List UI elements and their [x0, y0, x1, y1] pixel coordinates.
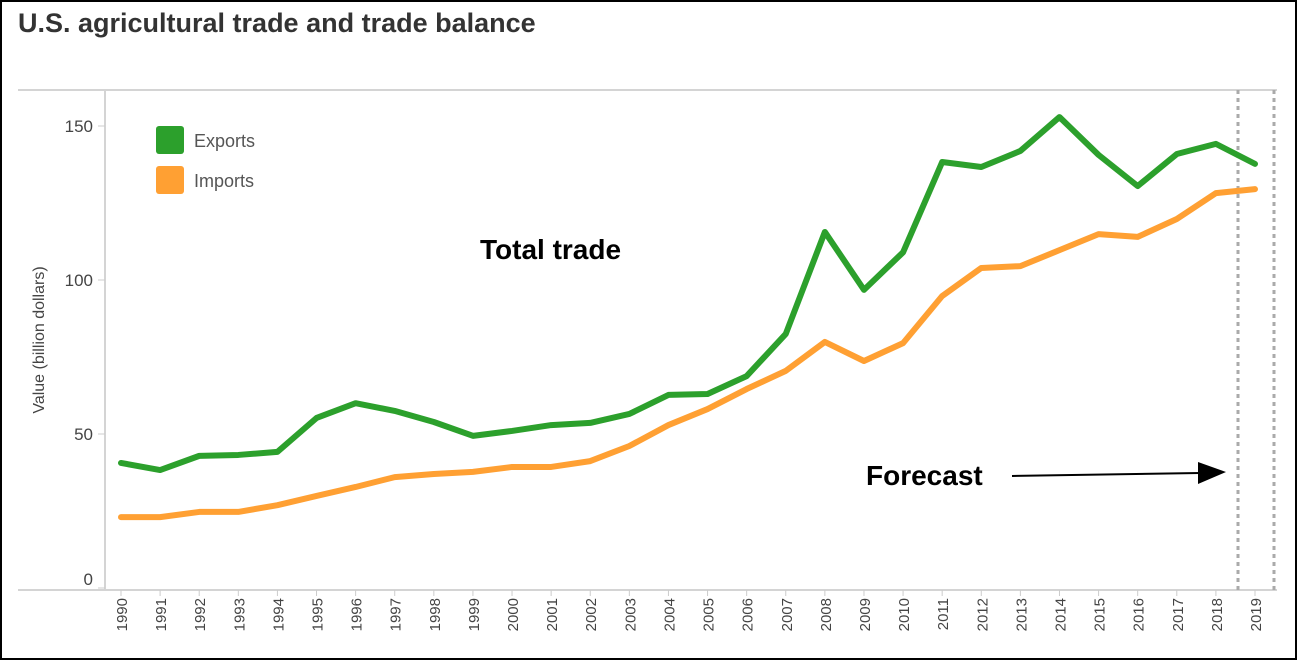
legend-label-exports: Exports — [194, 131, 255, 151]
x-tick-label: 2016 — [1131, 598, 1148, 631]
x-tick-label: 1995 — [310, 598, 327, 631]
x-tick-label: 2014 — [1052, 598, 1069, 631]
y-tick-label: 150 — [65, 117, 93, 136]
x-tick-label: 2001 — [544, 598, 561, 631]
series-line-exports — [118, 114, 1258, 474]
x-tick-label: 1997 — [388, 598, 405, 631]
x-tick-label: 1993 — [231, 598, 248, 631]
forecast-arrow-line — [1011, 472, 1201, 477]
y-tick-label: 0 — [84, 570, 93, 589]
chart-title: U.S. agricultural trade and trade balanc… — [18, 8, 536, 38]
subtitle-total-trade: Total trade — [480, 234, 621, 265]
x-tick-label: 2010 — [896, 598, 913, 631]
x-tick-label: 2005 — [701, 598, 718, 631]
x-tick-label: 1991 — [153, 598, 170, 631]
x-tick-label: 2018 — [1209, 598, 1226, 631]
x-tick-label: 1992 — [192, 598, 209, 631]
y-axis-label: Value (billion dollars) — [31, 266, 48, 413]
x-tick-label: 2019 — [1248, 598, 1265, 631]
forecast-arrow-head-icon — [1198, 462, 1226, 484]
x-tick-label: 2007 — [779, 598, 796, 631]
x-tick-label: 2011 — [935, 598, 952, 630]
x-tick-label: 2006 — [740, 598, 757, 631]
x-tick-label: 1999 — [466, 598, 483, 631]
legend-swatch-exports — [156, 126, 184, 154]
x-tick-label: 1998 — [427, 598, 444, 631]
x-tick-label: 2004 — [661, 598, 678, 631]
forecast-label: Forecast — [866, 460, 983, 491]
x-tick-label: 1996 — [349, 598, 366, 631]
x-tick-label: 1990 — [114, 598, 131, 631]
x-tick-label: 2013 — [1013, 598, 1030, 631]
legend-label-imports: Imports — [194, 171, 254, 191]
x-tick-label: 2017 — [1170, 598, 1187, 631]
x-tick-label: 2012 — [974, 598, 991, 631]
x-tick-label: 2015 — [1092, 598, 1109, 631]
x-tick-label: 2008 — [818, 598, 835, 631]
y-tick-label: 50 — [74, 425, 93, 444]
x-tick-label: 1994 — [270, 598, 287, 631]
x-tick-label: 2002 — [583, 598, 600, 631]
x-tick-label: 2009 — [857, 598, 874, 631]
legend-swatch-imports — [156, 166, 184, 194]
x-tick-label: 2003 — [622, 598, 639, 631]
y-tick-label: 100 — [65, 271, 93, 290]
series-line-imports — [118, 186, 1258, 521]
x-tick-label: 2000 — [505, 598, 522, 631]
